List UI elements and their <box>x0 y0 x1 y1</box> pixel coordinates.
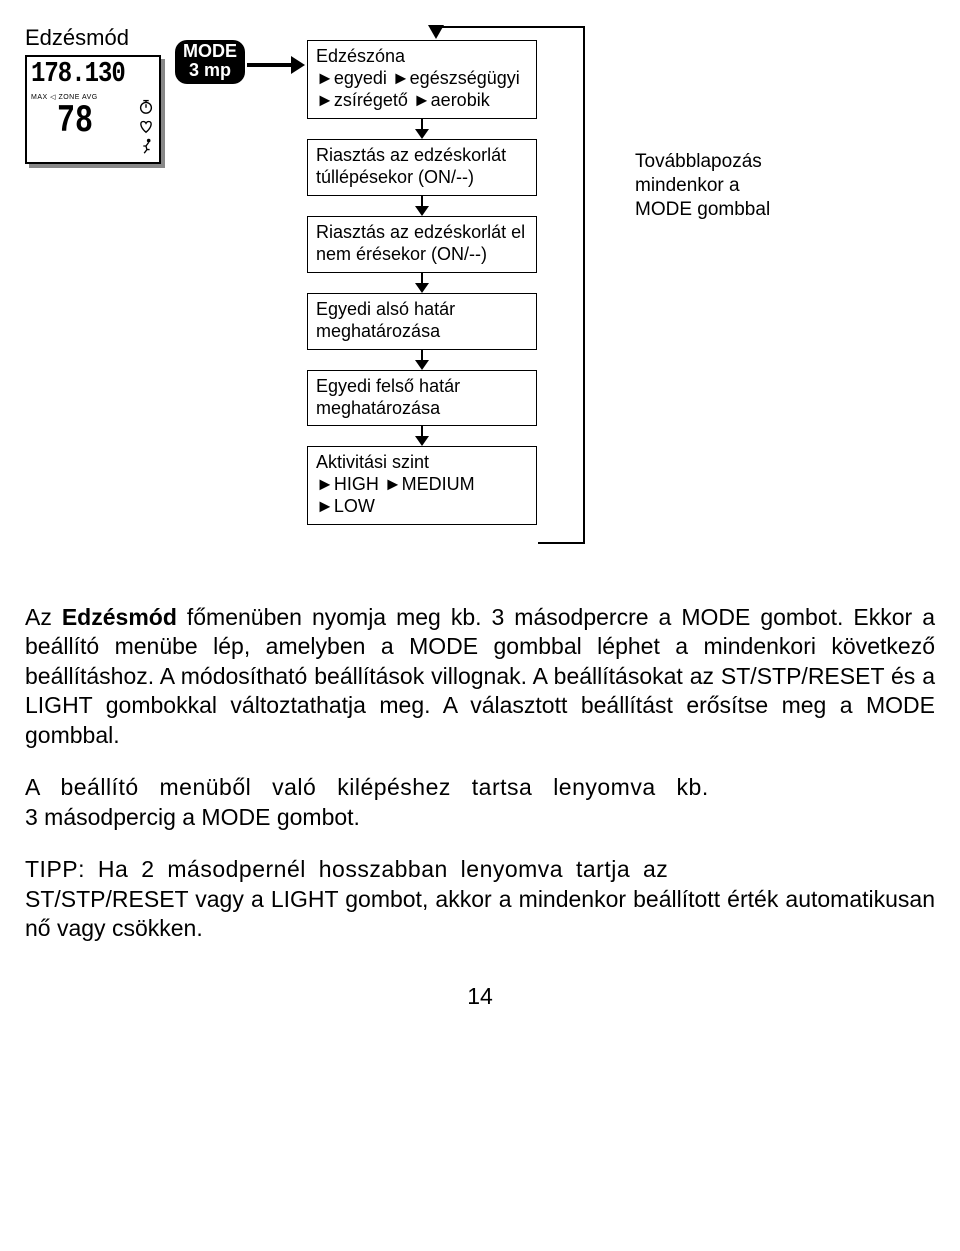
flow-text: Edzészóna <box>316 46 528 68</box>
paragraph-3: TIPP: Ha 2 másodpernél hosszabban lenyom… <box>25 855 935 943</box>
side-note-line: mindenkor a <box>635 174 770 198</box>
flow-text: Riasztás az edzéskorlát <box>316 145 528 167</box>
flow-text: nem érésekor (ON/--) <box>316 244 528 266</box>
side-note-line: MODE gombbal <box>635 198 770 222</box>
bracket-line <box>435 26 585 28</box>
run-icon <box>137 137 155 155</box>
flow-box-alert-under: Riasztás az edzéskorlát el nem érésekor … <box>307 216 537 273</box>
flow-text: Aktivitási szint <box>316 452 528 474</box>
down-arrow-icon <box>428 25 444 41</box>
flow-text: ►HIGH ►MEDIUM ►LOW <box>316 474 528 518</box>
down-arrow-icon <box>307 350 537 370</box>
p2-line1: A beállító menüből való kilépéshez tarts… <box>25 774 709 800</box>
mode-badge-line2: 3 mp <box>175 61 245 80</box>
heart-icon <box>137 117 155 135</box>
down-arrow-icon <box>307 196 537 216</box>
flow-diagram-area: Edzésmód 178.130 MAX ◁ ZONE AVG 78 MODE … <box>25 20 935 580</box>
bracket-line <box>583 26 585 542</box>
lcd-bottom-number: 78 <box>57 100 93 144</box>
flow-box-zone: Edzészóna ►egyedi ►egészségügyi ►zsírége… <box>307 40 537 119</box>
flow-text: Riasztás az edzéskorlát el <box>316 222 528 244</box>
flow-text: ►egyedi ►egészségügyi <box>316 68 528 90</box>
stopwatch-icon <box>137 97 155 115</box>
p3-line1: TIPP: Ha 2 másodpernél hosszabban lenyom… <box>25 855 935 884</box>
paragraph-2: A beállító menüből való kilépéshez tarts… <box>25 773 935 832</box>
flow-text: ►zsírégető ►aerobik <box>316 90 528 112</box>
device-screen: 178.130 MAX ◁ ZONE AVG 78 <box>25 55 161 164</box>
flow-text: meghatározása <box>316 321 528 343</box>
paragraph-1: Az Edzésmód főmenüben nyomja meg kb. 3 m… <box>25 603 935 750</box>
flow-text: Egyedi alsó határ <box>316 299 528 321</box>
flow-column: Edzészóna ►egyedi ►egészségügyi ►zsírége… <box>307 40 537 525</box>
down-arrow-icon <box>307 426 537 446</box>
lcd-icons <box>137 97 155 155</box>
flow-text: túllépésekor (ON/--) <box>316 167 528 189</box>
device-title: Edzésmód <box>25 25 161 51</box>
flow-box-activity: Aktivitási szint ►HIGH ►MEDIUM ►LOW <box>307 446 537 525</box>
flow-box-lower-limit: Egyedi alsó határ meghatározása <box>307 293 537 350</box>
down-arrow-icon <box>307 119 537 139</box>
bracket-line <box>538 542 585 544</box>
side-note-line: Továbblapozás <box>635 150 770 174</box>
side-note: Továbblapozás mindenkor a MODE gombbal <box>635 150 770 221</box>
mode-badge-line1: MODE <box>175 42 245 61</box>
p2-line2: 3 másodpercig a MODE gombot. <box>25 804 360 830</box>
right-arrow-icon <box>247 52 305 78</box>
lcd-top-number: 178.130 <box>31 58 125 90</box>
flow-box-alert-over: Riasztás az edzéskorlát túllépésekor (ON… <box>307 139 537 196</box>
page-number: 14 <box>25 983 935 1010</box>
down-arrow-icon <box>307 273 537 293</box>
mode-badge: MODE 3 mp <box>175 40 245 84</box>
flow-box-upper-limit: Egyedi felső határ meghatározása <box>307 370 537 427</box>
flow-text: meghatározása <box>316 398 528 420</box>
flow-text: Egyedi felső határ <box>316 376 528 398</box>
p1-run1: Az <box>25 604 62 630</box>
p1-bold: Edzésmód <box>62 604 177 630</box>
device-block: Edzésmód 178.130 MAX ◁ ZONE AVG 78 <box>25 25 161 164</box>
p3-rest: ST/STP/RESET vagy a LIGHT gombot, akkor … <box>25 886 935 941</box>
